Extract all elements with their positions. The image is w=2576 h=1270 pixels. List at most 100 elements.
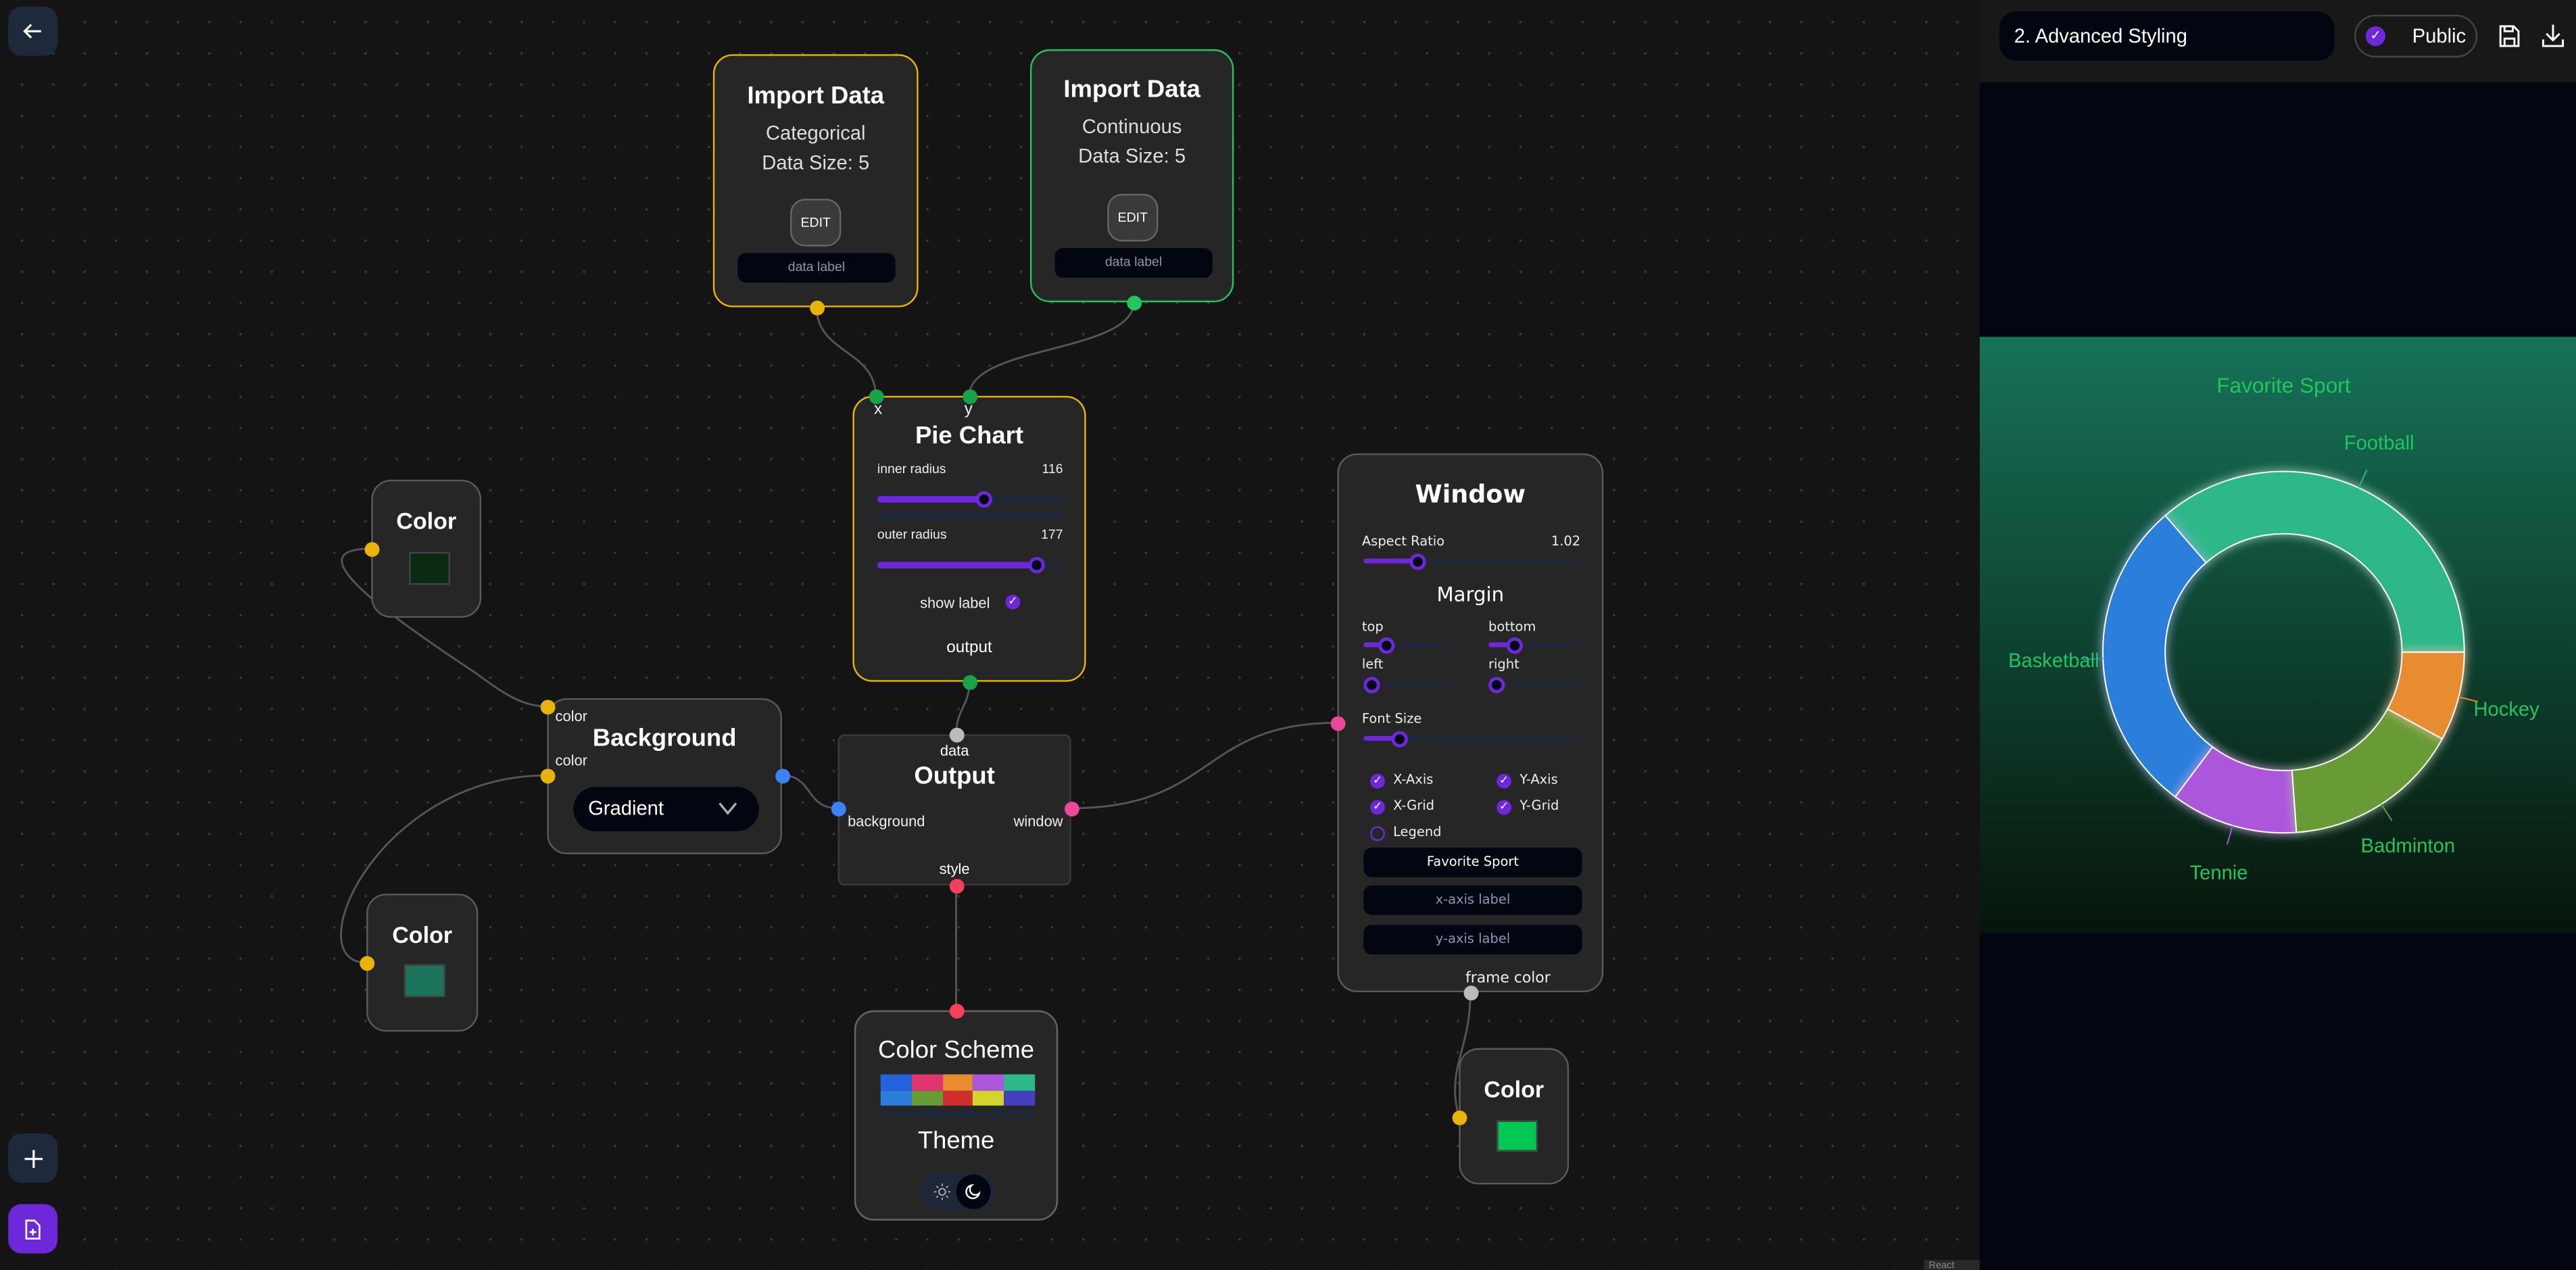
output-handle[interactable] [1126, 295, 1141, 310]
palette-color [942, 1090, 973, 1106]
checkbox-x-grid[interactable]: ✓ [1370, 800, 1385, 815]
edge-pie-to-output[interactable] [955, 681, 971, 735]
edge-window-to-color3[interactable] [1454, 992, 1472, 1118]
download-icon[interactable] [2542, 23, 2565, 47]
palette-color [911, 1074, 943, 1090]
checkbox-legend[interactable] [1370, 826, 1385, 841]
data-label-input[interactable]: data label [1054, 248, 1213, 278]
flow-canvas[interactable]: Import Data Categorical Data Size: 5 EDI… [0, 0, 1980, 1270]
project-title-input[interactable]: 2. Advanced Styling [1999, 11, 2335, 61]
color-node-2[interactable]: Color [366, 894, 479, 1032]
margin-right-slider[interactable] [1488, 677, 1581, 693]
aspect-ratio-slider[interactable] [1363, 554, 1581, 570]
frame-color-handle[interactable] [1463, 985, 1478, 1000]
color-input-handle-2[interactable] [539, 768, 555, 783]
sun-icon[interactable] [933, 1183, 952, 1201]
moon-button[interactable] [956, 1174, 991, 1209]
y-input-handle[interactable] [962, 388, 977, 404]
edge-import-cont-to-pie-y[interactable] [968, 302, 1135, 396]
color-output-handle[interactable] [359, 955, 374, 971]
theme-toggle[interactable] [920, 1173, 996, 1211]
color-scheme-palette[interactable] [880, 1074, 1036, 1106]
window-output-handle[interactable] [1063, 800, 1079, 816]
window-input-handle[interactable] [1330, 715, 1345, 731]
edge-color1-to-background[interactable] [341, 547, 548, 708]
data-size: Data Size: 5 [762, 151, 870, 174]
data-input-handle[interactable] [948, 727, 964, 742]
edge-import-cat-to-pie-x[interactable] [815, 307, 877, 396]
slice-label: Hockey [2473, 699, 2539, 721]
color-node-3[interactable]: Color [1459, 1048, 1570, 1185]
node-title: Color [396, 508, 457, 534]
y-input-label: y [964, 401, 973, 419]
checkbox-y-axis[interactable]: ✓ [1497, 773, 1512, 789]
checkbox-y-grid[interactable]: ✓ [1497, 800, 1512, 815]
add-node-button[interactable] [8, 1133, 58, 1183]
import-data-node-categorical[interactable]: Import Data Categorical Data Size: 5 EDI… [712, 54, 919, 308]
chart-title-input[interactable]: Favorite Sport [1363, 848, 1582, 877]
background-output-handle[interactable] [774, 768, 789, 783]
background-node[interactable]: color Background color Gradient [547, 698, 782, 854]
pie-slice-football[interactable] [2164, 470, 2465, 653]
edge-color2-to-background[interactable] [340, 774, 548, 964]
y-axis-label-input[interactable]: y-axis label [1363, 925, 1582, 955]
style-input-handle[interactable] [948, 878, 964, 893]
background-input-handle[interactable] [830, 800, 846, 816]
pie-chart-node[interactable]: x y Pie Chart inner radius 116 outer rad… [852, 395, 1086, 682]
color-scheme-node[interactable]: Color Scheme Theme [854, 1010, 1059, 1221]
data-label-input[interactable]: data label [737, 253, 896, 283]
background-type-select[interactable]: Gradient [573, 787, 759, 831]
checkbox-label: Y-Axis [1520, 772, 1558, 787]
pie-slice-hockey[interactable] [2386, 651, 2465, 740]
palette-color [1004, 1074, 1036, 1090]
import-data-node-continuous[interactable]: Import Data Continuous Data Size: 5 EDIT… [1029, 49, 1234, 303]
x-axis-label-input[interactable]: x-axis label [1363, 885, 1582, 915]
edge-output-to-window[interactable] [1071, 721, 1338, 810]
node-title: Import Data [747, 82, 885, 110]
color-input-handle-1[interactable] [539, 699, 555, 714]
new-file-button[interactable] [8, 1204, 58, 1254]
checkbox-x-axis[interactable]: ✓ [1370, 773, 1385, 789]
window-node[interactable]: Window Aspect Ratio 1.02 Margin top bott… [1337, 453, 1604, 993]
public-toggle[interactable]: ✓ Public [2354, 14, 2478, 58]
color-output-handle[interactable] [1451, 1109, 1467, 1125]
output-node[interactable]: data Output background window style [837, 734, 1071, 886]
edit-button[interactable]: EDIT [790, 199, 842, 247]
label-leader-line [2083, 658, 2104, 660]
color-node-1[interactable]: Color [371, 479, 482, 618]
color-swatch[interactable] [409, 552, 450, 585]
palette-scroll-track[interactable] [880, 1110, 1036, 1117]
margin-top-slider[interactable] [1363, 637, 1449, 654]
label-leader-line [2381, 804, 2393, 821]
theme-label: Theme [917, 1127, 995, 1155]
style-input-label: style [939, 860, 970, 877]
node-title: Pie Chart [915, 422, 1024, 450]
back-button[interactable] [8, 6, 58, 56]
scheme-output-handle[interactable] [948, 1002, 964, 1018]
show-label-checkbox[interactable]: ✓ [1005, 594, 1021, 610]
slice-label: Badminton [2361, 835, 2455, 857]
floppy-disk-icon[interactable] [2499, 24, 2521, 47]
inner-radius-value: 116 [1042, 461, 1063, 477]
pie-output-handle[interactable] [962, 674, 977, 689]
node-title: Window [1415, 479, 1526, 510]
label-leader-line [2226, 825, 2234, 845]
color-output-handle[interactable] [364, 541, 379, 556]
font-size-slider[interactable] [1363, 731, 1581, 748]
color-swatch[interactable] [404, 964, 445, 998]
color-swatch[interactable] [1497, 1120, 1538, 1152]
window-output-label: window [1013, 813, 1063, 830]
inner-radius-slider[interactable] [877, 491, 1065, 508]
slider-track [877, 512, 1065, 521]
output-handle[interactable] [809, 299, 824, 315]
edge-background-to-output[interactable] [781, 774, 838, 810]
public-checkbox[interactable]: ✓ [2365, 26, 2386, 47]
pie-slice-basketball[interactable] [2102, 514, 2214, 798]
margin-right-label: right [1488, 657, 1520, 673]
edit-button[interactable]: EDIT [1107, 193, 1159, 242]
react-flow-attribution[interactable]: React Flow [1924, 1260, 1980, 1270]
margin-bottom-slider[interactable] [1488, 637, 1581, 654]
x-input-handle[interactable] [868, 388, 883, 404]
outer-radius-slider[interactable] [877, 556, 1065, 574]
margin-left-slider[interactable] [1363, 677, 1449, 693]
